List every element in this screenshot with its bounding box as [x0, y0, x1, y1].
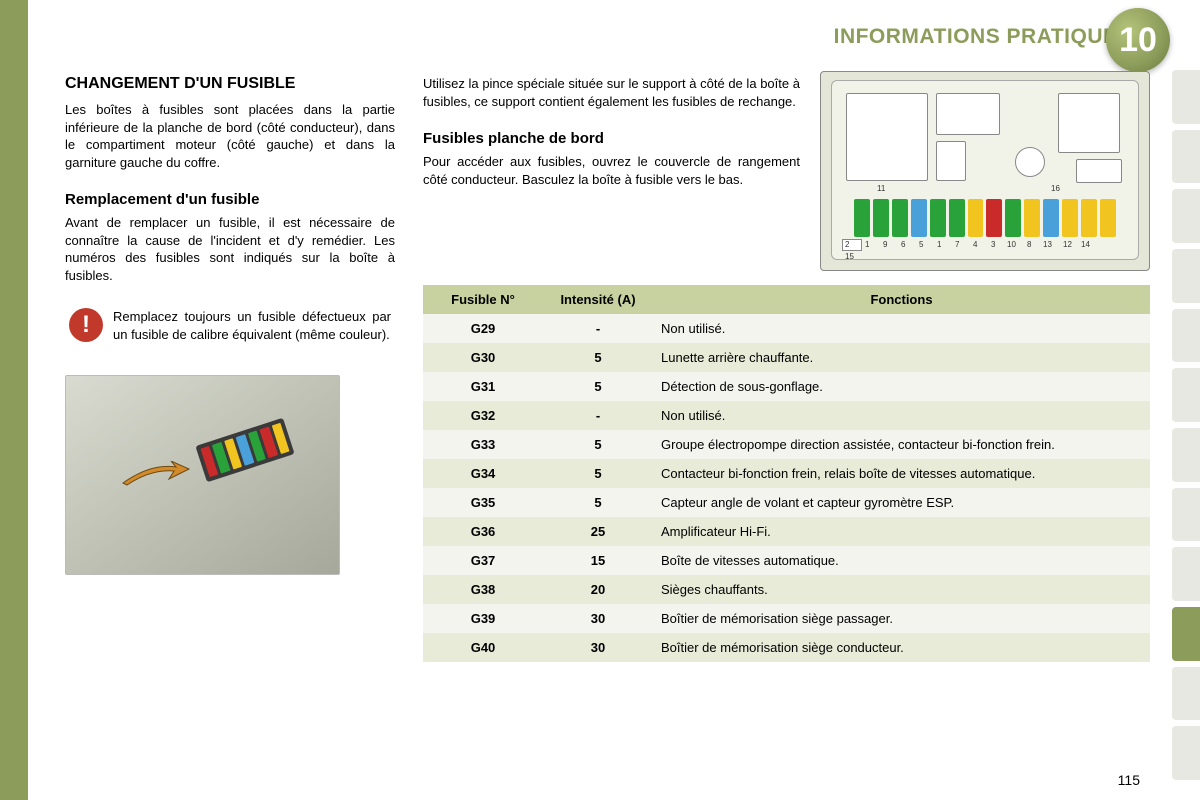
table-row: G355Capteur angle de volant et capteur g…: [423, 488, 1150, 517]
header: INFORMATIONS PRATIQUES: [40, 18, 1150, 56]
table-row: G3625Amplificateur Hi-Fi.: [423, 517, 1150, 546]
cell-fuse-number: G36: [423, 517, 543, 546]
table-row: G29-Non utilisé.: [423, 314, 1150, 343]
illustration-photo: [65, 375, 340, 575]
table-row: G3820Sièges chauffants.: [423, 575, 1150, 604]
warning-text: Remplacez toujours un fusible défectueux…: [113, 308, 391, 343]
cell-function: Contacteur bi-fonction frein, relais boî…: [653, 459, 1150, 488]
cell-function: Boîtier de mémorisation siège passager.: [653, 604, 1150, 633]
heading-change-fuse: CHANGEMENT D'UN FUSIBLE: [65, 75, 395, 93]
cell-function: Détection de sous-gonflage.: [653, 372, 1150, 401]
table-header-row: Fusible N° Intensité (A) Fonctions: [423, 285, 1150, 314]
table-row: G315Détection de sous-gonflage.: [423, 372, 1150, 401]
cell-amperage: -: [543, 314, 653, 343]
cell-function: Non utilisé.: [653, 314, 1150, 343]
cell-amperage: 5: [543, 343, 653, 372]
cell-fuse-number: G39: [423, 604, 543, 633]
cell-fuse-number: G32: [423, 401, 543, 430]
cell-amperage: 5: [543, 459, 653, 488]
col-fuse-number: Fusible N°: [423, 285, 543, 314]
table-row: G345Contacteur bi-fonction frein, relais…: [423, 459, 1150, 488]
warning-callout: ! Remplacez toujours un fusible défectue…: [65, 306, 395, 345]
table-row: G3715Boîte de vitesses automatique.: [423, 546, 1150, 575]
col-amperage: Intensité (A): [543, 285, 653, 314]
cell-amperage: -: [543, 401, 653, 430]
cell-function: Sièges chauffants.: [653, 575, 1150, 604]
warning-icon: !: [69, 308, 103, 342]
table-row: G32-Non utilisé.: [423, 401, 1150, 430]
cell-function: Non utilisé.: [653, 401, 1150, 430]
fuse-table: Fusible N° Intensité (A) Fonctions G29-N…: [423, 285, 1150, 662]
thumb-index: [1172, 70, 1200, 780]
col-function: Fonctions: [653, 285, 1150, 314]
right-column: Utilisez la pince spéciale située sur le…: [423, 75, 1150, 662]
table-row: G335Groupe électropompe direction assist…: [423, 430, 1150, 459]
left-edge-bar: [0, 0, 28, 800]
cell-fuse-number: G34: [423, 459, 543, 488]
paragraph-tool: Utilisez la pince spéciale située sur le…: [423, 75, 800, 110]
cell-function: Amplificateur Hi-Fi.: [653, 517, 1150, 546]
chapter-badge: 10: [1106, 8, 1170, 72]
cell-fuse-number: G31: [423, 372, 543, 401]
left-column: CHANGEMENT D'UN FUSIBLE Les boîtes à fus…: [65, 75, 395, 662]
paragraph-access: Pour accéder aux fusibles, ouvrez le cou…: [423, 153, 800, 188]
heading-dashboard-fuses: Fusibles planche de bord: [423, 130, 800, 147]
paragraph-replace: Avant de remplacer un fusible, il est né…: [65, 214, 395, 284]
cell-amperage: 30: [543, 604, 653, 633]
fusebox-diagram: 111621965174310813121415: [820, 71, 1150, 271]
arrow-icon: [121, 461, 191, 489]
cell-function: Groupe électropompe direction assistée, …: [653, 430, 1150, 459]
cell-amperage: 5: [543, 488, 653, 517]
cell-function: Lunette arrière chauffante.: [653, 343, 1150, 372]
header-title: INFORMATIONS PRATIQUES: [834, 25, 1132, 49]
cell-function: Boîtier de mémorisation siège conducteur…: [653, 633, 1150, 662]
cell-fuse-number: G35: [423, 488, 543, 517]
cell-fuse-number: G40: [423, 633, 543, 662]
cell-function: Capteur angle de volant et capteur gyrom…: [653, 488, 1150, 517]
cell-amperage: 15: [543, 546, 653, 575]
cell-amperage: 5: [543, 430, 653, 459]
fuse-pack-illustration: [195, 418, 294, 483]
table-row: G3930Boîtier de mémorisation siège passa…: [423, 604, 1150, 633]
page-content: CHANGEMENT D'UN FUSIBLE Les boîtes à fus…: [65, 75, 1150, 770]
cell-amperage: 20: [543, 575, 653, 604]
table-row: G4030Boîtier de mémorisation siège condu…: [423, 633, 1150, 662]
cell-fuse-number: G30: [423, 343, 543, 372]
paragraph-intro: Les boîtes à fusibles sont placées dans …: [65, 101, 395, 171]
table-row: G305Lunette arrière chauffante.: [423, 343, 1150, 372]
cell-fuse-number: G37: [423, 546, 543, 575]
cell-fuse-number: G38: [423, 575, 543, 604]
cell-function: Boîte de vitesses automatique.: [653, 546, 1150, 575]
page-number: 115: [1118, 772, 1140, 788]
cell-fuse-number: G33: [423, 430, 543, 459]
heading-replace: Remplacement d'un fusible: [65, 191, 395, 208]
cell-amperage: 5: [543, 372, 653, 401]
cell-fuse-number: G29: [423, 314, 543, 343]
cell-amperage: 25: [543, 517, 653, 546]
cell-amperage: 30: [543, 633, 653, 662]
